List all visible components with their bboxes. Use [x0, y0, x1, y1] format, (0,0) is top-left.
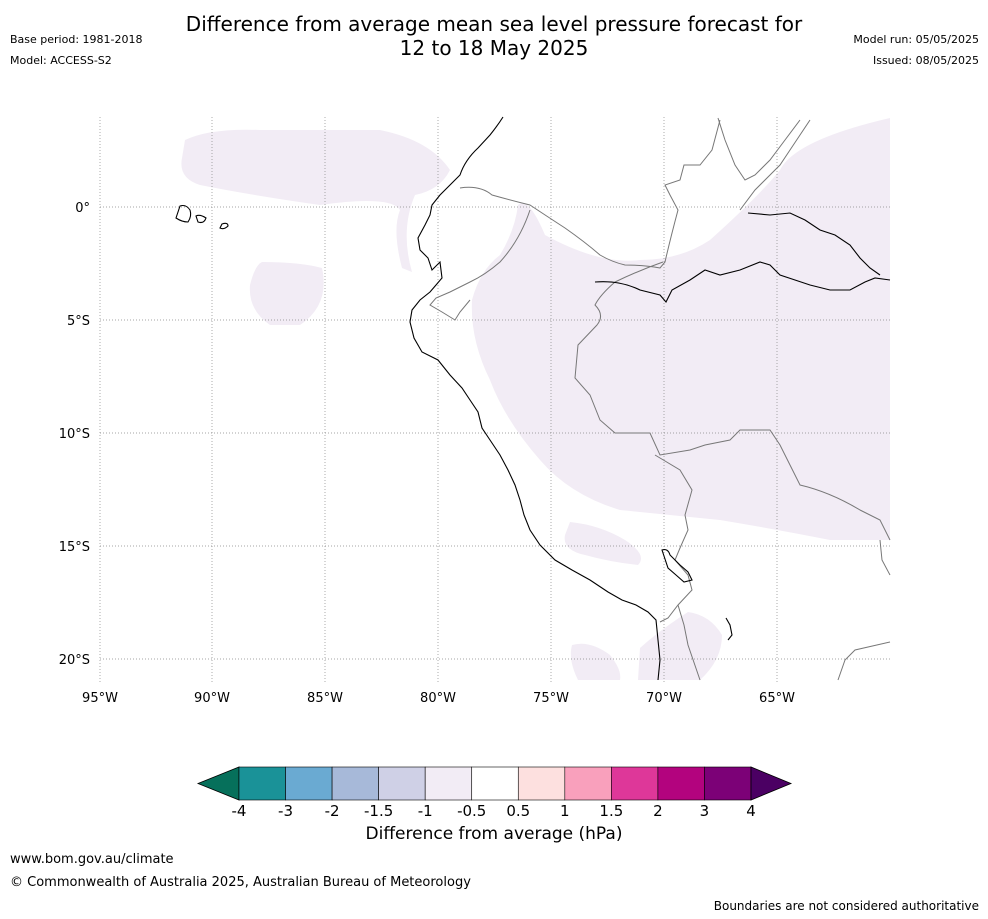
colorbar-under-arrow: [196, 766, 240, 801]
colorbar-tick-label: 0.5: [506, 802, 530, 820]
country-borders: [429, 117, 891, 681]
border-brazil-venezuela: [739, 119, 811, 211]
border-peru-bolivia: [654, 454, 693, 623]
coast-galapagos-3: [219, 222, 229, 230]
model-run: Model run: 05/05/2025: [853, 33, 979, 46]
meta-left: Base period: 1981-2018 Model: ACCESS-S2: [10, 29, 142, 71]
copyright-text: © Commonwealth of Australia 2025, Austra…: [10, 875, 471, 890]
colorbar-segment: [611, 766, 659, 801]
border-colombia-venezuela: [717, 117, 801, 181]
colorbar-segment: [564, 766, 612, 801]
lon-label: 65°W: [759, 691, 795, 706]
lat-label: 15°S: [59, 540, 90, 555]
colorbar-tick-label: 1.5: [599, 802, 623, 820]
colorbar-segment: [657, 766, 705, 801]
border-bolivia-paraguay: [879, 539, 891, 576]
border-ecuador-peru: [429, 209, 531, 321]
border-argentina: [837, 641, 891, 681]
disclaimer-text: Boundaries are not considered authoritat…: [713, 899, 979, 913]
coast-amazon-river: [594, 261, 891, 303]
shade-region-far-south-b: [638, 612, 722, 680]
base-period: Base period: 1981-2018: [10, 33, 143, 46]
lat-label: 0°: [75, 201, 90, 216]
colorbar-over-arrow: [750, 766, 793, 801]
colorbar-tick-label: 4: [746, 802, 756, 820]
colorbar-segment: [704, 766, 752, 801]
shade-region-north: [181, 129, 450, 272]
shade-region-coastal-south: [564, 522, 642, 565]
colorbar-segment: [378, 766, 426, 801]
map-title: Difference from average mean sea level p…: [0, 12, 988, 60]
colorbar-segment: [424, 766, 473, 801]
colorbar-segment: [331, 766, 379, 801]
model-name: Model: ACCESS-S2: [10, 54, 112, 67]
lat-label: 10°S: [59, 427, 90, 442]
lon-label: 90°W: [194, 691, 230, 706]
border-colombia-peru: [459, 119, 721, 269]
colorbar-tick-label: -4: [232, 802, 247, 820]
lat-label: 20°S: [59, 653, 90, 668]
colorbar-tick-label: 1: [560, 802, 570, 820]
lon-label: 95°W: [82, 691, 118, 706]
shade-region-south-america: [471, 118, 890, 540]
lon-label: 70°W: [646, 691, 682, 706]
lon-label: 75°W: [533, 691, 569, 706]
colorbar-tick-label: 3: [700, 802, 710, 820]
coast-pacific: [409, 116, 661, 681]
issued-date: Issued: 08/05/2025: [872, 54, 979, 67]
coast-titicaca: [661, 549, 693, 583]
coast-galapagos-1: [175, 204, 192, 223]
colorbar-tick-label: -0.5: [457, 802, 486, 820]
meta-right: Model run: 05/05/2025 Issued: 08/05/2025: [853, 29, 979, 71]
colorbar-segment: [517, 766, 566, 801]
coast-amazon-upper: [747, 212, 881, 276]
colorbar-label: Difference from average (hPa): [365, 824, 623, 844]
colorbar-segment: [285, 766, 333, 801]
colorbar-tick-label: -1: [418, 802, 433, 820]
colorbar-segment: [238, 766, 286, 801]
colorbar: -4 -3 -2 -1.5 -1 -0.5 0.5 1 1.5 2 3 4: [196, 766, 793, 820]
lon-label: 80°W: [420, 691, 456, 706]
graticule: [99, 117, 890, 682]
shade-region-far-south-a: [570, 643, 621, 680]
colorbar-tick-label: -3: [278, 802, 293, 820]
anomaly-shading-layer: [181, 118, 890, 680]
coastline: [175, 116, 891, 681]
lon-label: 85°W: [307, 691, 343, 706]
border-bolivia-chile: [677, 604, 701, 681]
coast-south-islands: [725, 617, 733, 641]
shade-region-west: [249, 262, 324, 325]
colorbar-tick-label: -2: [325, 802, 340, 820]
title-line-1: Difference from average mean sea level p…: [185, 12, 803, 36]
title-line-2: 12 to 18 May 2025: [399, 36, 589, 60]
lat-label: 5°S: [67, 314, 90, 329]
colorbar-segment: [471, 766, 519, 801]
colorbar-tick-label: -1.5: [364, 802, 393, 820]
footer-url[interactable]: www.bom.gov.au/climate: [10, 852, 174, 867]
coast-galapagos-2: [195, 214, 207, 224]
colorbar-tick-label: 2: [653, 802, 663, 820]
